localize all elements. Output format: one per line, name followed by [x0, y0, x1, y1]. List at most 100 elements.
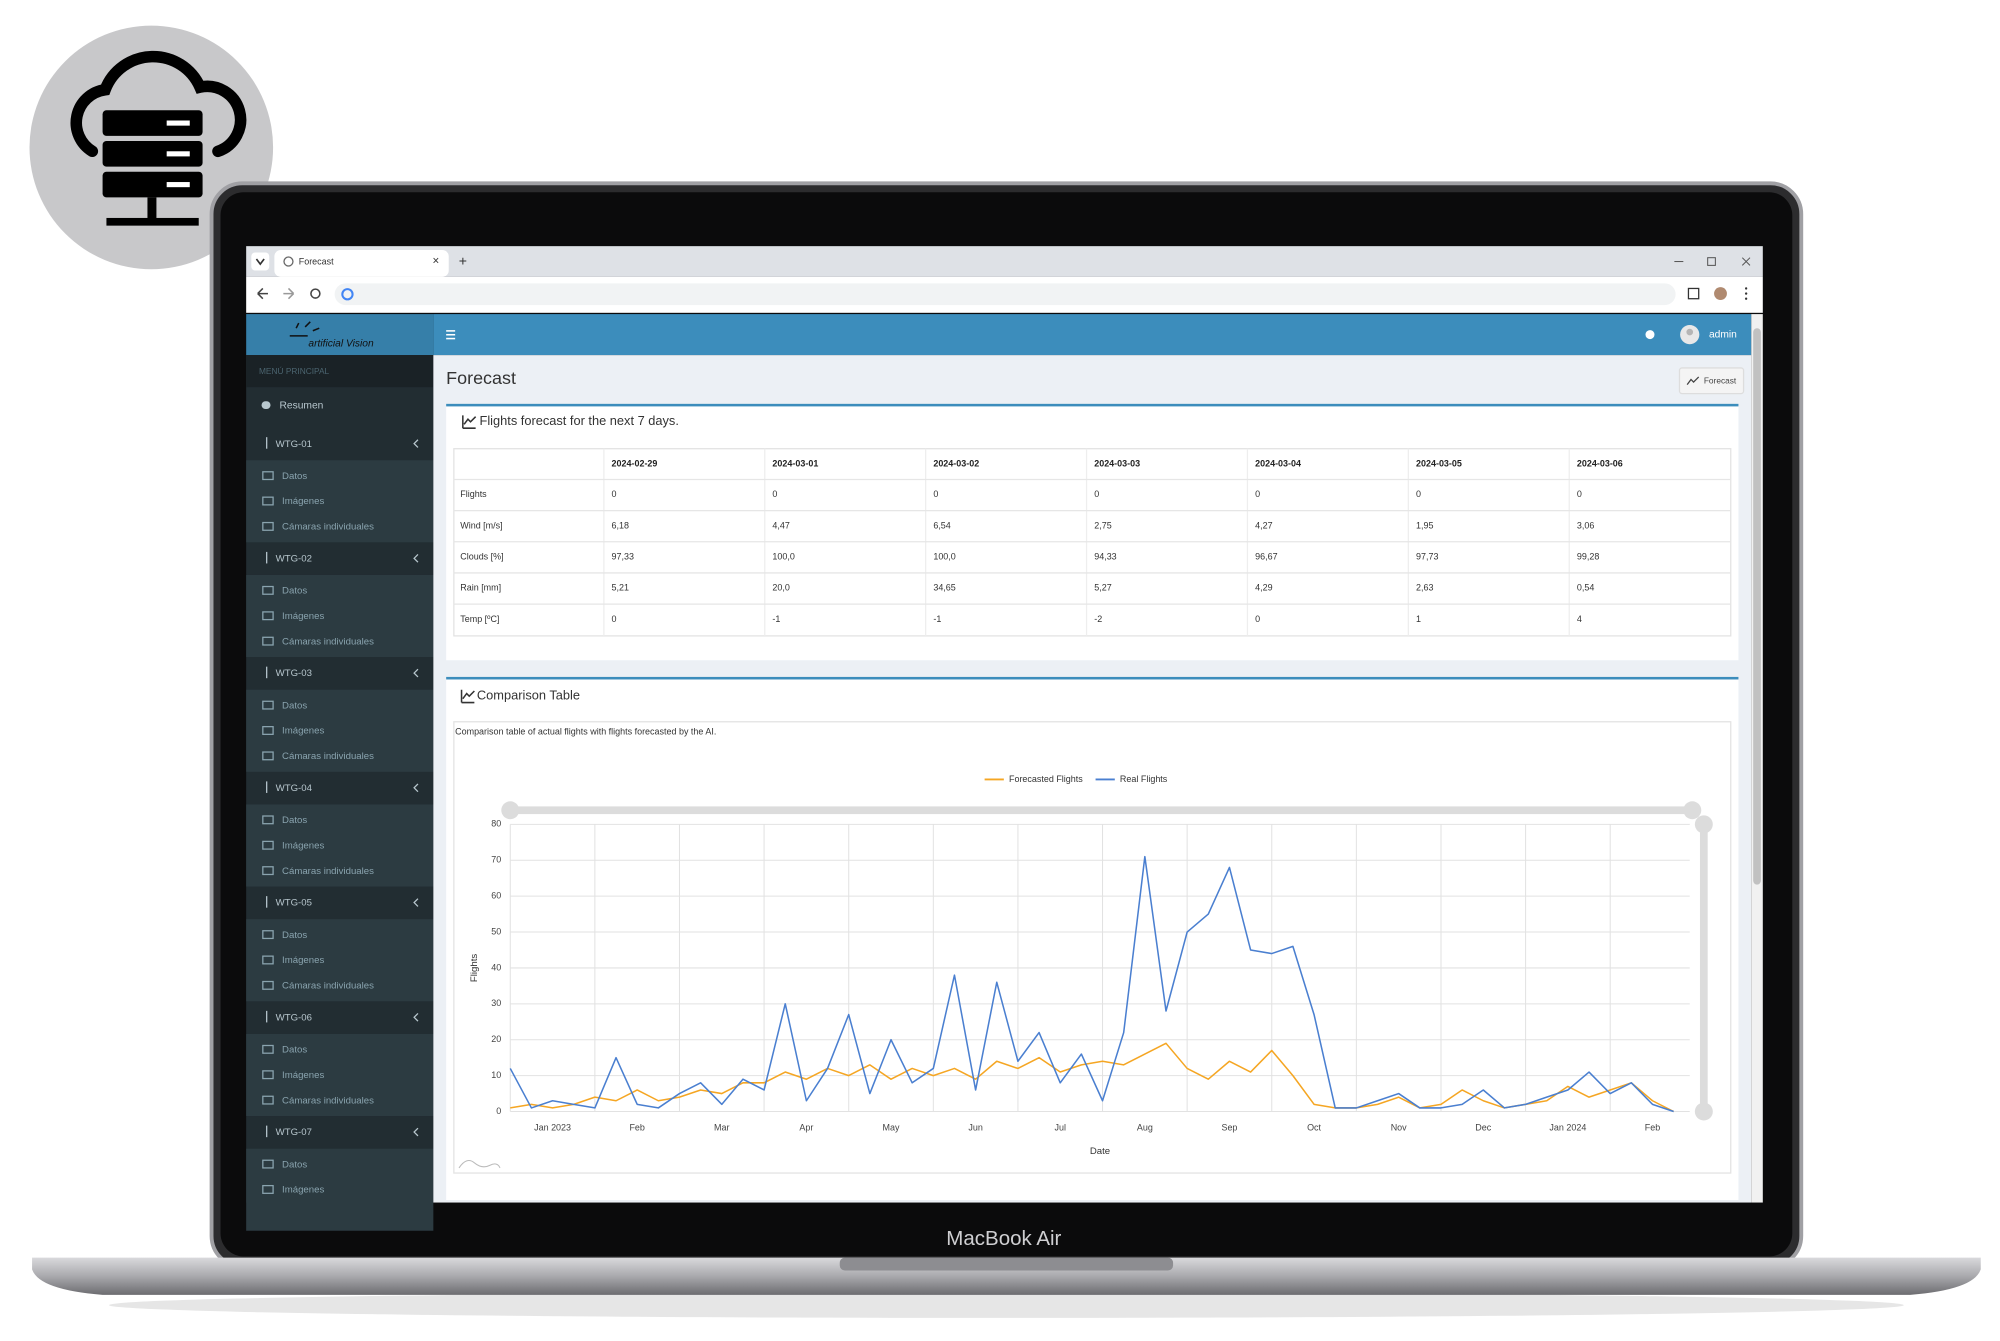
zoom-slider-x[interactable]	[510, 806, 1693, 815]
tab-close[interactable]: ×	[433, 256, 440, 268]
menu-link[interactable]: Imágenes	[282, 1185, 324, 1196]
menu-group[interactable]: WTG-03	[276, 668, 312, 679]
zoom-handle[interactable]	[1694, 815, 1713, 834]
x-tick-label: Jun	[968, 1123, 982, 1133]
menu-link[interactable]: Cámaras individuales	[282, 751, 374, 762]
menu-icon	[262, 1159, 274, 1169]
zoom-handle[interactable]	[1683, 801, 1702, 820]
table-cell: 1,95	[1416, 520, 1433, 530]
column-header: 2024-03-02	[933, 458, 979, 468]
menu-link[interactable]: Resumen	[280, 400, 324, 411]
x-tick-label: Sep	[1221, 1123, 1237, 1133]
sidebar-toggle[interactable]	[446, 330, 456, 340]
menu-link[interactable]: Imágenes	[282, 611, 324, 622]
menu-link[interactable]: Datos	[282, 1159, 307, 1170]
menu-icon	[262, 1184, 274, 1194]
menu-link[interactable]: Datos	[282, 471, 307, 482]
menu-link[interactable]: Datos	[282, 586, 307, 597]
scrollbar-thumb[interactable]	[1753, 328, 1761, 885]
zoom-slider-y[interactable]	[1699, 824, 1708, 1112]
zoom-handle[interactable]	[501, 801, 520, 820]
menu-link[interactable]: Datos	[282, 1045, 307, 1056]
menu-link[interactable]: Cámaras individuales	[282, 1095, 374, 1106]
menu-group[interactable]: WTG-06	[276, 1012, 312, 1023]
legend-label[interactable]: Forecasted Flights	[1009, 774, 1083, 784]
table-cell: 5,27	[1094, 583, 1111, 593]
table-cell: 0	[1577, 489, 1582, 499]
menu-group[interactable]: WTG-07	[276, 1127, 312, 1138]
browser-tab[interactable]	[274, 249, 449, 277]
menu-icon	[262, 1095, 274, 1105]
zoom-handle[interactable]	[1694, 1102, 1713, 1121]
menu-group[interactable]: WTG-01	[276, 439, 312, 450]
menu-header: MENÚ PRINCIPAL	[259, 366, 330, 376]
menu-link[interactable]: Cámaras individuales	[282, 981, 374, 992]
menu-link[interactable]: Imágenes	[282, 1070, 324, 1081]
y-tick-label: 0	[496, 1106, 501, 1116]
menu-link[interactable]: Imágenes	[282, 496, 324, 507]
menu-group[interactable]: WTG-05	[276, 898, 312, 909]
table-cell: 96,67	[1255, 552, 1277, 562]
x-tick-label: Jan 2024	[1549, 1123, 1586, 1133]
legend-label[interactable]: Real Flights	[1120, 774, 1168, 784]
table-cell: 0	[612, 614, 617, 624]
table-cell: -2	[1094, 614, 1102, 624]
menu-link[interactable]: Datos	[282, 700, 307, 711]
logo-mark	[289, 321, 320, 337]
menu-group[interactable]: WTG-04	[276, 783, 313, 794]
breadcrumb-button[interactable]	[1678, 367, 1745, 395]
menu-link[interactable]: Datos	[282, 930, 307, 941]
column-header: 2024-03-04	[1255, 458, 1301, 468]
x-tick-label: Apr	[799, 1123, 813, 1133]
menu-link[interactable]: Imágenes	[282, 955, 324, 966]
top-navbar	[433, 314, 1752, 356]
y-tick-label: 60	[491, 891, 501, 901]
menu-link[interactable]: Imágenes	[282, 726, 324, 737]
series-line	[510, 1042, 1675, 1113]
info-icon[interactable]	[1645, 330, 1655, 340]
menu-link[interactable]: Cámaras individuales	[282, 866, 374, 877]
menu-link[interactable]: Datos	[282, 815, 307, 826]
logo-text: artificial Vision	[308, 338, 374, 349]
user-name[interactable]: admin	[1709, 329, 1737, 340]
table-cell: 99,28	[1577, 552, 1599, 562]
menu-icon	[262, 521, 274, 531]
menu-link[interactable]: Cámaras individuales	[282, 636, 374, 647]
menu-icon	[262, 815, 274, 825]
column-header: 2024-03-05	[1416, 458, 1462, 468]
menu-icon	[262, 1044, 274, 1054]
address-bar[interactable]	[334, 283, 1676, 306]
row-label: Flights	[460, 489, 487, 499]
chevron	[413, 668, 419, 678]
column-header: 2024-03-01	[772, 458, 818, 468]
breadcrumb-label[interactable]: Forecast	[1704, 376, 1737, 386]
table-cell: 4,29	[1255, 583, 1272, 593]
chevron	[413, 1012, 419, 1022]
tab-title: Forecast	[299, 257, 334, 267]
table-cell: 0	[1255, 489, 1260, 499]
x-axis-label: Date	[1090, 1146, 1110, 1157]
submenu-band	[246, 919, 434, 1002]
y-tick-label: 20	[491, 1034, 501, 1044]
new-tab[interactable]: +	[459, 252, 467, 268]
chevron	[413, 898, 419, 907]
menu-link[interactable]: Imágenes	[282, 840, 324, 851]
x-tick-label: Mar	[714, 1123, 729, 1133]
table-cell: 5,21	[612, 583, 629, 593]
table-cell: 4,27	[1255, 520, 1272, 530]
menu-header-band	[246, 355, 434, 388]
chevron	[413, 554, 419, 563]
menu-group[interactable]: WTG-02	[276, 553, 312, 564]
table-cell: 0	[933, 489, 938, 499]
row-label: Temp [ºC]	[460, 614, 499, 624]
row-label: Rain [mm]	[460, 583, 501, 593]
table-cell: 2,75	[1094, 520, 1111, 530]
x-tick-label: Feb	[1645, 1123, 1660, 1133]
column-header: 2024-02-29	[612, 458, 658, 468]
y-tick-label: 50	[491, 926, 501, 936]
table-cell: 34,65	[933, 583, 955, 593]
menu-link[interactable]: Cámaras individuales	[282, 522, 374, 533]
menu-icon	[262, 636, 274, 646]
table-cell: 4,47	[772, 520, 789, 530]
y-tick-label: 80	[491, 819, 501, 829]
